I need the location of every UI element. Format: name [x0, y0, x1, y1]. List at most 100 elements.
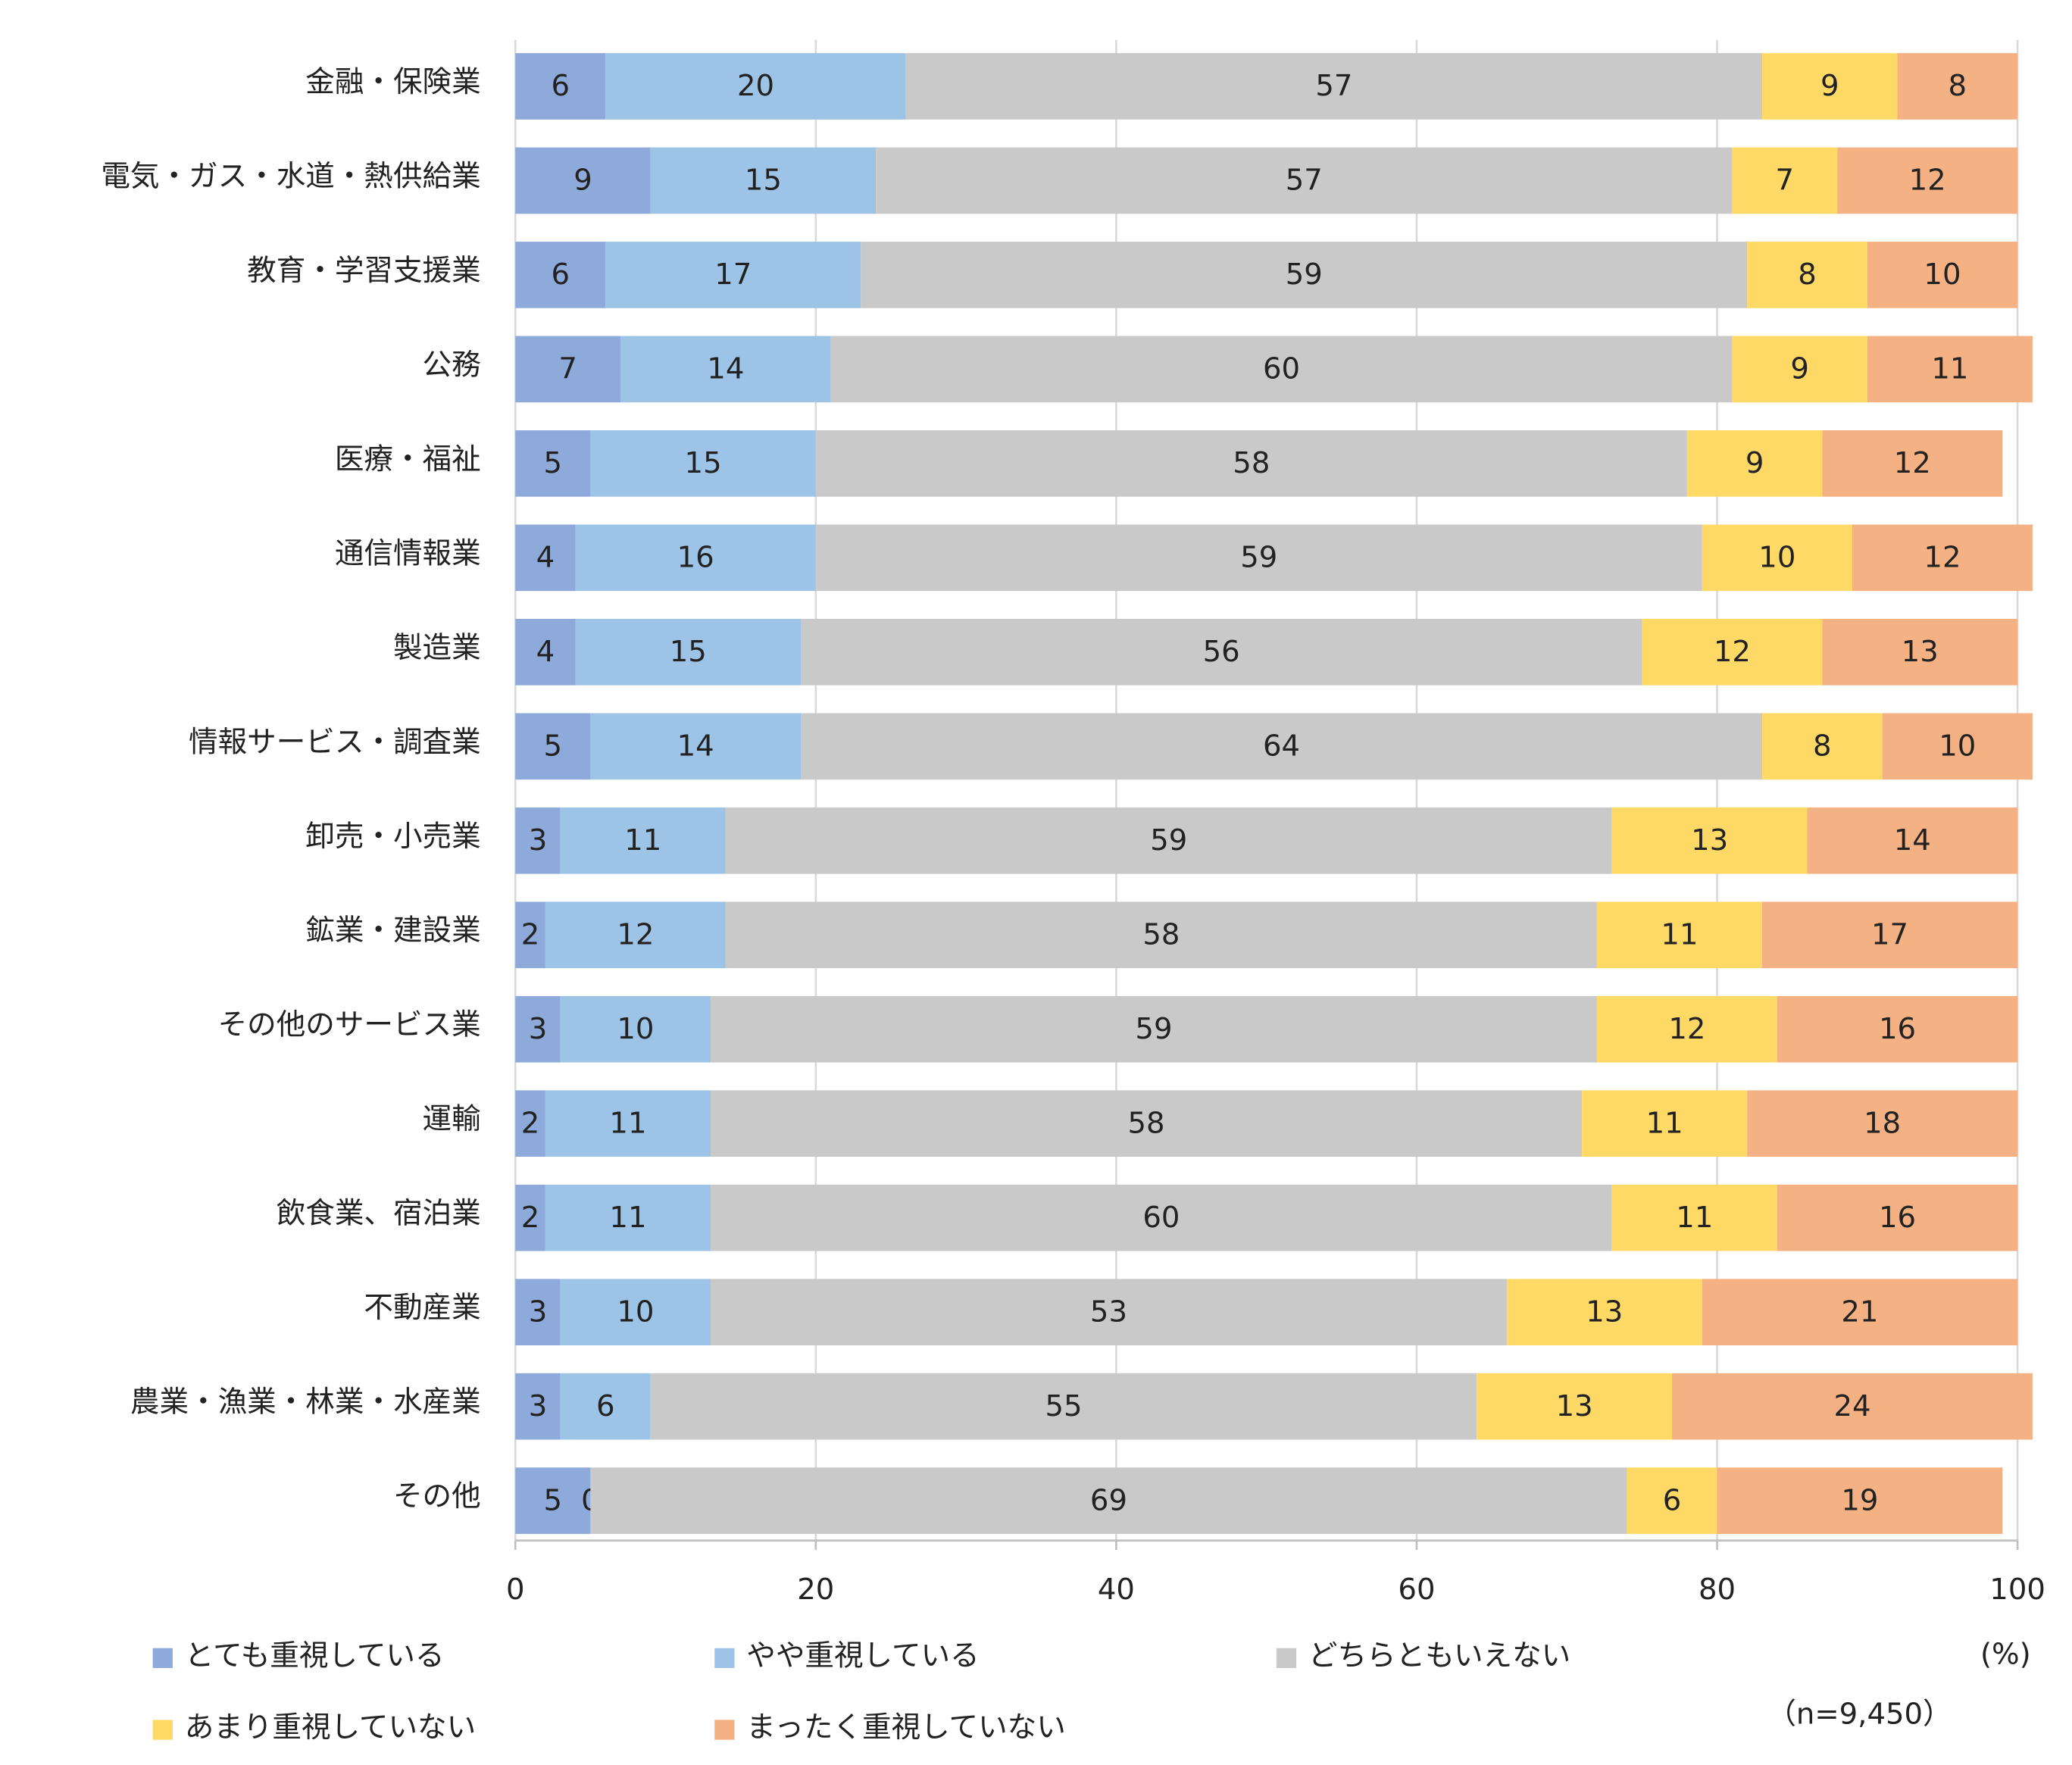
data-label: 3	[529, 1012, 548, 1046]
bar-segment	[590, 1467, 1627, 1534]
x-tick-label: 60	[1398, 1573, 1435, 1607]
data-label: 8	[1949, 69, 1967, 103]
data-label: 15	[670, 635, 707, 669]
data-label: 10	[617, 1012, 654, 1046]
data-label: 58	[1142, 918, 1180, 952]
bar-segment	[560, 807, 726, 874]
data-label: 15	[745, 164, 782, 198]
data-label: 5	[544, 1483, 563, 1517]
data-label: 16	[1879, 1201, 1916, 1235]
data-label: 59	[1150, 823, 1187, 858]
data-label: 13	[1691, 823, 1728, 858]
bar-segment	[1582, 1090, 1748, 1157]
legend-swatch	[1276, 1648, 1297, 1669]
data-label: 5	[544, 729, 563, 764]
data-label: 2	[521, 918, 540, 952]
data-label: 14	[1894, 823, 1931, 858]
data-label: 6	[596, 1389, 615, 1423]
bar-segment	[1897, 53, 2018, 120]
bar-segment	[725, 901, 1597, 969]
bar-segment	[1777, 1184, 2018, 1251]
data-label: 10	[1758, 541, 1795, 575]
bar-segment	[515, 1373, 561, 1440]
data-label: 12	[1924, 541, 1961, 575]
data-label: 6	[551, 69, 570, 103]
bar-segment	[560, 1279, 711, 1345]
bar-segment	[800, 713, 1763, 780]
bar-segment	[575, 524, 816, 592]
data-label: 19	[1841, 1483, 1878, 1517]
category-label: 医療・福祉	[335, 442, 481, 476]
bar-segment	[515, 1279, 561, 1345]
category-label: 通信情報業	[335, 536, 481, 570]
data-label: 7	[1775, 164, 1794, 198]
bar-segment	[515, 713, 591, 780]
bar-segment	[1702, 524, 1852, 592]
data-label: 9	[1790, 352, 1809, 386]
bar-segment	[515, 901, 545, 969]
data-label: 59	[1135, 1012, 1172, 1046]
data-label: 11	[1931, 352, 1968, 386]
data-label: 57	[1286, 164, 1323, 198]
bar-segment	[1596, 995, 1777, 1063]
bar-segment	[876, 147, 1733, 214]
data-label: 55	[1045, 1389, 1082, 1423]
bar-segment	[1642, 618, 1823, 686]
data-label: 9	[1820, 69, 1839, 103]
x-tick-label: 80	[1699, 1573, 1736, 1607]
bar-segment	[1762, 901, 2018, 969]
bar-segment	[1882, 713, 2033, 780]
bar-segment	[711, 1184, 1612, 1251]
bar-segment	[620, 336, 831, 403]
data-label: 58	[1233, 446, 1270, 480]
bar-segment	[605, 53, 906, 120]
data-label: 12	[1909, 164, 1946, 198]
data-label: 8	[1798, 258, 1817, 292]
bar-segment	[1867, 242, 2018, 308]
data-label: 13	[1556, 1389, 1593, 1423]
bar-segment	[515, 336, 621, 403]
bar-segment	[1732, 336, 1867, 403]
data-label: 2	[521, 1201, 540, 1235]
data-label: 24	[1833, 1389, 1870, 1423]
category-label: その他	[393, 1479, 481, 1514]
data-label: 12	[1668, 1012, 1705, 1046]
category-label: 公務	[423, 348, 481, 382]
bar-segment	[725, 807, 1612, 874]
legend-label: やや重視している	[746, 1638, 979, 1673]
category-label: 飲食業、宿泊業	[277, 1197, 481, 1231]
bar-segment	[1807, 807, 2018, 874]
data-label: 10	[617, 1295, 654, 1329]
bar-segment	[711, 1279, 1507, 1345]
bar-segment	[1822, 430, 2003, 497]
data-label: 13	[1902, 635, 1939, 669]
legend-swatch	[714, 1720, 735, 1740]
bar-segment	[515, 1184, 545, 1251]
bar-segment	[1747, 242, 1867, 308]
bar-segment	[711, 1090, 1583, 1157]
bar-segment	[830, 336, 1733, 403]
data-label: 17	[1871, 918, 1908, 952]
category-label: その他のサービス業	[218, 1008, 481, 1042]
bar-segment	[815, 524, 1702, 592]
x-tick-label: 40	[1098, 1573, 1135, 1607]
data-label: 9	[573, 164, 592, 198]
data-label: 6	[1663, 1483, 1682, 1517]
legend-label: とても重視している	[185, 1638, 445, 1673]
data-label: 56	[1203, 635, 1240, 669]
x-tick-label: 20	[797, 1573, 834, 1607]
data-label: 15	[685, 446, 722, 480]
data-label: 3	[529, 1389, 548, 1423]
category-label: 農業・漁業・林業・水産業	[130, 1385, 481, 1420]
bar-segment	[515, 1467, 591, 1534]
category-label: 教育・学習支援業	[247, 254, 481, 288]
data-label: 57	[1315, 69, 1352, 103]
bar-segment	[1852, 524, 2033, 592]
data-label: 60	[1263, 352, 1300, 386]
data-label: 64	[1263, 729, 1300, 764]
x-tick-label: 0	[506, 1573, 525, 1607]
bar-segment	[1702, 1279, 2018, 1345]
bar-segment	[575, 618, 801, 686]
data-label: 9	[1745, 446, 1764, 480]
